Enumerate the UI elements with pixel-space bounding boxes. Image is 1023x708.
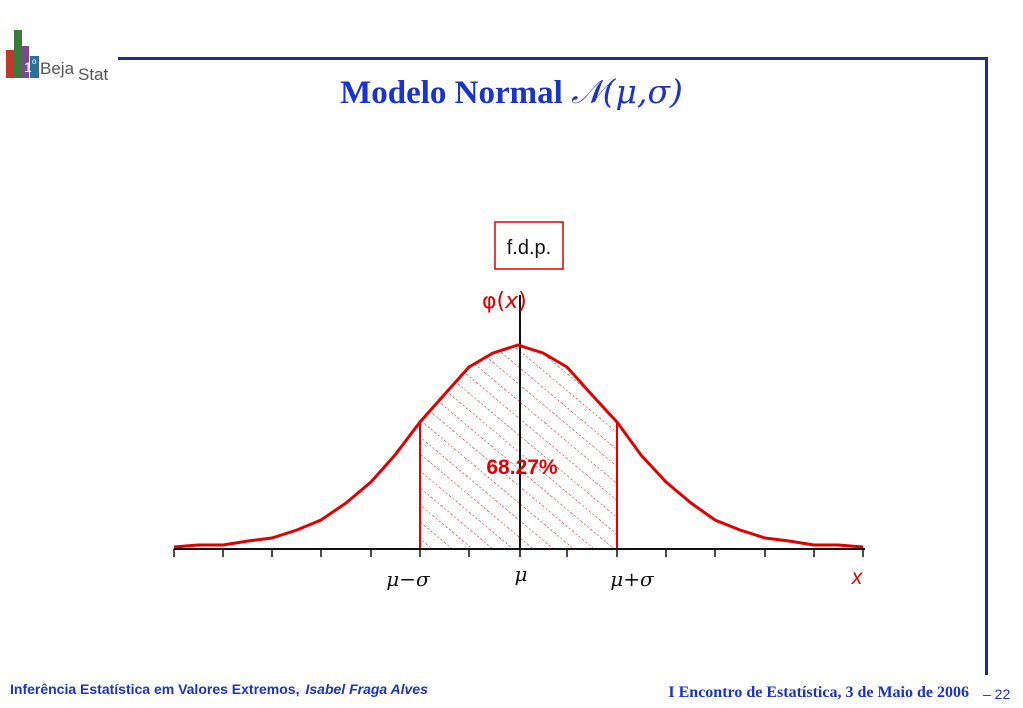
density-curve <box>173 343 864 549</box>
frame-top-rule <box>118 57 988 60</box>
frame-right-rule <box>985 57 988 675</box>
footer-author: Isabel Fraga Alves <box>305 681 428 697</box>
svg-text:Stat: Stat <box>78 65 109 83</box>
y-axis-label: φ(x) <box>482 289 527 314</box>
footer-event: I Encontro de Estatística, 3 de Maio de … <box>668 684 969 701</box>
title-math: 𝒩(μ,σ) <box>571 72 683 111</box>
x-axis-ticks <box>173 549 864 557</box>
pdf-label-box <box>494 221 564 270</box>
svg-text:o: o <box>32 57 37 66</box>
shaded-area <box>420 345 617 548</box>
tick-label-plus-sigma: μ+σ <box>610 567 655 591</box>
tick-label-minus-sigma: μ−σ <box>386 567 431 591</box>
svg-text:Beja: Beja <box>40 59 75 78</box>
pdf-label: f.d.p. <box>507 237 551 259</box>
area-label: 68.27% <box>486 456 558 479</box>
slide-title: Modelo Normal 𝒩(μ,σ) <box>0 72 1023 112</box>
tick-label-mu: μ <box>515 562 528 586</box>
title-text: Modelo Normal <box>340 75 563 111</box>
footer-talk-title: Inferência Estatística em Valores Extrem… <box>10 681 300 697</box>
bejastat-logo: 1 o Beja Stat <box>6 30 109 83</box>
footer-left: Inferência Estatística em Valores Extrem… <box>10 681 428 697</box>
x-axis-label: x <box>851 566 864 589</box>
svg-text:1: 1 <box>24 59 32 75</box>
page-number: – 22 <box>983 686 1011 702</box>
